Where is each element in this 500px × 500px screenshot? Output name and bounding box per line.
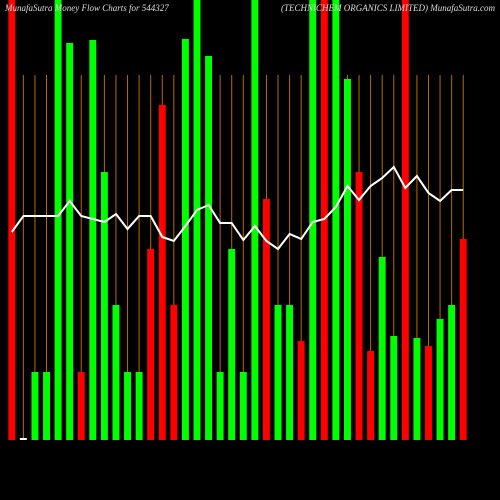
bar — [390, 336, 398, 440]
bar — [124, 372, 132, 440]
bar — [205, 56, 213, 440]
bar — [286, 305, 294, 440]
bar — [216, 372, 224, 440]
bar — [170, 305, 178, 440]
bar — [8, 0, 16, 440]
bar — [228, 249, 236, 440]
bar — [43, 372, 50, 440]
bar — [401, 0, 409, 440]
bar — [135, 372, 143, 440]
bar — [332, 0, 340, 440]
bar — [66, 43, 74, 440]
bar — [77, 372, 85, 440]
bar — [459, 239, 467, 440]
bar — [436, 319, 444, 440]
bar — [181, 39, 189, 440]
chart-title: MunafaSutra Money Flow Charts for 544327 — [4, 3, 169, 13]
bar — [251, 0, 259, 440]
chart-subtitle: (TECHNICHEM ORGANICS LIMITED) MunafaSutr… — [281, 3, 495, 13]
bar — [158, 105, 166, 440]
bar — [378, 257, 386, 440]
bar — [343, 79, 351, 440]
bar — [297, 341, 305, 440]
bar — [31, 372, 39, 440]
flow-line — [10, 165, 464, 251]
bar — [425, 346, 432, 440]
bar — [193, 0, 201, 440]
bar — [309, 0, 317, 440]
bar — [274, 305, 282, 440]
bars — [8, 0, 467, 440]
bar — [413, 338, 421, 440]
bar — [100, 172, 108, 440]
bar — [89, 40, 97, 440]
lines — [10, 165, 464, 251]
bar — [448, 305, 456, 440]
bar — [19, 438, 27, 440]
bar — [262, 199, 270, 440]
bar — [112, 305, 120, 440]
bar — [147, 249, 155, 440]
bar — [239, 372, 247, 440]
bar — [54, 0, 62, 440]
bar — [355, 172, 363, 440]
bar — [367, 351, 375, 440]
